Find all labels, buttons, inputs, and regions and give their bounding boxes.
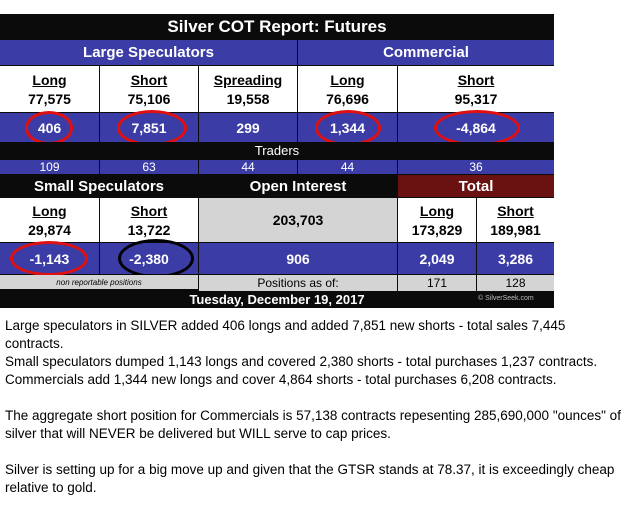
total-short-traders: 128: [477, 275, 554, 291]
commentary-line: Large speculators in SILVER added 406 lo…: [5, 318, 566, 351]
total-long-value: 173,829: [411, 221, 463, 238]
small-speculators-header: Small Speculators: [0, 175, 198, 197]
large-long-value: 77,575: [28, 90, 71, 107]
commercial-short-cell: Short 95,317: [398, 66, 554, 112]
small-short-value: 13,722: [127, 221, 171, 238]
commercial-short-change: -4,864: [398, 113, 554, 142]
report-date: Tuesday, December 19, 2017: [0, 291, 554, 308]
total-short-change: 3,286: [477, 243, 554, 274]
small-short-label: Short: [130, 202, 168, 219]
large-long-label: Long: [32, 71, 67, 88]
commercial-long-label: Long: [330, 71, 365, 88]
commercial-long-cell: Long 76,696: [298, 66, 397, 112]
commercial-long-traders: 44: [298, 160, 397, 174]
commercial-long-value: 76,696: [326, 90, 369, 107]
commentary: Large speculators in SILVER added 406 lo…: [5, 317, 625, 497]
large-long-traders: 109: [0, 160, 99, 174]
large-speculators-header: Large Speculators: [0, 40, 297, 65]
commentary-line: Small speculators dumped 1,143 longs and…: [5, 354, 598, 369]
small-short-cell: Short 13,722: [100, 198, 198, 242]
large-short-change: 7,851: [100, 113, 198, 142]
total-short-label: Short: [497, 202, 534, 219]
commercial-short-value: 95,317: [454, 90, 498, 107]
source-credit: © SilverSeek.com: [478, 295, 534, 302]
large-long-change: 406: [0, 113, 99, 142]
positions-as-of-label: Positions as of:: [199, 275, 397, 291]
large-short-cell: Short 75,106: [100, 66, 198, 112]
report-title: Silver COT Report: Futures: [0, 14, 554, 40]
small-long-label: Long: [32, 202, 67, 219]
total-short-value: 189,981: [490, 221, 541, 238]
non-reportable-note: non reportable positions: [0, 275, 198, 289]
total-long-change: 2,049: [398, 243, 476, 274]
traders-label: Traders: [0, 142, 554, 159]
total-short-cell: Short 189,981: [477, 198, 554, 242]
commercial-header: Commercial: [298, 40, 554, 65]
total-long-cell: Long 173,829: [398, 198, 476, 242]
commentary-line: Commercials add 1,344 new longs and cove…: [5, 372, 557, 387]
large-long-cell: Long 77,575: [0, 66, 99, 112]
total-long-label: Long: [419, 202, 455, 219]
large-spreading-change: 299: [199, 113, 297, 142]
small-long-value: 29,874: [28, 221, 71, 238]
large-spreading-label: Spreading: [213, 71, 283, 88]
open-interest-header: Open Interest: [199, 175, 397, 197]
commentary-paragraph: The aggregate short position for Commerc…: [5, 408, 621, 441]
large-short-value: 75,106: [127, 90, 171, 107]
large-spreading-traders: 44: [199, 160, 297, 174]
total-header: Total: [398, 175, 554, 197]
commercial-long-change: 1,344: [298, 113, 397, 142]
large-short-traders: 63: [100, 160, 198, 174]
large-spreading-value: 19,558: [226, 90, 270, 107]
small-long-change: -1,143: [0, 243, 99, 274]
total-long-traders: 171: [398, 275, 476, 291]
small-long-cell: Long 29,874: [0, 198, 99, 242]
commentary-paragraph: Silver is setting up for a big move up a…: [5, 462, 615, 495]
large-spreading-cell: Spreading 19,558: [199, 66, 297, 112]
small-short-change: -2,380: [100, 243, 198, 274]
open-interest-change: 906: [199, 243, 397, 274]
commercial-short-traders: 36: [398, 160, 554, 174]
open-interest-value: 203,703: [199, 198, 397, 242]
commercial-short-label: Short: [457, 71, 495, 88]
large-short-label: Short: [130, 71, 168, 88]
